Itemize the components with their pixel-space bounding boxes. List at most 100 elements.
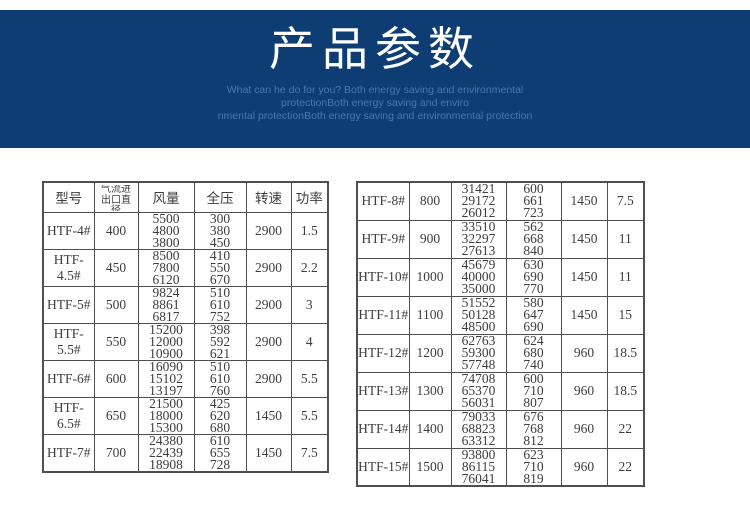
table-row: HTF-5.5# 550 15200 12000 10900 398 592 6… bbox=[42, 322, 329, 361]
header-diameter-text: 气流进 出口直 径 bbox=[101, 185, 131, 212]
airflow-cell: 31421 29172 26012 bbox=[450, 181, 507, 221]
diameter-cell: 550 bbox=[93, 322, 139, 361]
power-cell: 7.5 bbox=[606, 181, 645, 221]
power-cell: 3 bbox=[290, 285, 329, 324]
table-row: HTF-9# 900 33510 32297 27613 562 668 840… bbox=[356, 219, 645, 259]
table-row: HTF-4# 400 5500 4800 3800 300 380 450 29… bbox=[42, 211, 329, 250]
airflow-cell: 74708 65370 56031 bbox=[450, 371, 507, 411]
header-airflow: 风量 bbox=[137, 181, 195, 213]
pressure-cell: 300 380 450 bbox=[193, 211, 247, 250]
pressure-cell: 676 768 812 bbox=[505, 409, 562, 449]
header-speed: 转速 bbox=[245, 181, 292, 213]
power-cell: 5.5 bbox=[290, 396, 329, 435]
table-row: HTF-7# 700 24380 22439 18908 610 655 728… bbox=[42, 433, 329, 472]
speed-cell: 2900 bbox=[245, 248, 292, 287]
diameter-cell: 400 bbox=[93, 211, 139, 250]
power-cell: 22 bbox=[606, 447, 645, 487]
diameter-cell: 1300 bbox=[408, 371, 452, 411]
airflow-cell: 5500 4800 3800 bbox=[137, 211, 195, 250]
diameter-cell: 600 bbox=[93, 359, 139, 398]
speed-cell: 2900 bbox=[245, 322, 292, 361]
speed-cell: 1450 bbox=[560, 181, 608, 221]
pressure-cell: 398 592 621 bbox=[193, 322, 247, 361]
model-cell: HTF-10# bbox=[356, 257, 410, 297]
pressure-cell: 610 655 728 bbox=[193, 433, 247, 472]
table-row: HTF-8# 800 31421 29172 26012 600 661 723… bbox=[356, 181, 645, 221]
diameter-cell: 1500 bbox=[408, 447, 452, 487]
table-row: HTF-10# 1000 45679 40000 35000 630 690 7… bbox=[356, 257, 645, 297]
power-cell: 18.5 bbox=[606, 371, 645, 411]
banner-subtitle: What can he do for you? Both energy savi… bbox=[217, 84, 533, 122]
model-cell: HTF-5.5# bbox=[42, 322, 95, 361]
pressure-cell: 510 610 760 bbox=[193, 359, 247, 398]
header-row: 型号 气流进 出口直 径 风量 全压 转速 功率 bbox=[42, 181, 329, 213]
airflow-cell: 8500 7800 6120 bbox=[137, 248, 195, 287]
speed-cell: 960 bbox=[560, 409, 608, 449]
pressure-cell: 624 680 740 bbox=[505, 333, 562, 373]
pressure-cell: 623 710 819 bbox=[505, 447, 562, 487]
header-power: 功率 bbox=[290, 181, 329, 213]
speed-cell: 2900 bbox=[245, 285, 292, 324]
pressure-cell: 600 661 723 bbox=[505, 181, 562, 221]
pressure-cell: 580 647 690 bbox=[505, 295, 562, 335]
pressure-cell: 425 620 680 bbox=[193, 396, 247, 435]
speed-cell: 2900 bbox=[245, 211, 292, 250]
model-cell: HTF-15# bbox=[356, 447, 410, 487]
power-cell: 22 bbox=[606, 409, 645, 449]
model-cell: HTF-4.5# bbox=[42, 248, 95, 287]
speed-cell: 1450 bbox=[245, 396, 292, 435]
diameter-cell: 1100 bbox=[408, 295, 452, 335]
diameter-cell: 450 bbox=[93, 248, 139, 287]
power-cell: 11 bbox=[606, 257, 645, 297]
table-row: HTF-6.5# 650 21500 18000 15300 425 620 6… bbox=[42, 396, 329, 435]
power-cell: 4 bbox=[290, 322, 329, 361]
model-cell: HTF-5# bbox=[42, 285, 95, 324]
speed-cell: 960 bbox=[560, 371, 608, 411]
speed-cell: 2900 bbox=[245, 359, 292, 398]
table-row: HTF-6# 600 16090 15102 13197 510 610 760… bbox=[42, 359, 329, 398]
table-row: HTF-15# 1500 93800 86115 76041 623 710 8… bbox=[356, 447, 645, 487]
airflow-cell: 79033 68823 63312 bbox=[450, 409, 507, 449]
diameter-cell: 1400 bbox=[408, 409, 452, 449]
model-cell: HTF-9# bbox=[356, 219, 410, 259]
pressure-cell: 410 550 670 bbox=[193, 248, 247, 287]
airflow-cell: 16090 15102 13197 bbox=[137, 359, 195, 398]
power-cell: 7.5 bbox=[290, 433, 329, 472]
power-cell: 15 bbox=[606, 295, 645, 335]
airflow-cell: 62763 59300 57748 bbox=[450, 333, 507, 373]
diameter-cell: 900 bbox=[408, 219, 452, 259]
speed-cell: 1450 bbox=[560, 295, 608, 335]
power-cell: 18.5 bbox=[606, 333, 645, 373]
airflow-cell: 15200 12000 10900 bbox=[137, 322, 195, 361]
model-cell: HTF-6# bbox=[42, 359, 95, 398]
table-row: HTF-5# 500 9824 8861 6817 510 610 752 29… bbox=[42, 285, 329, 324]
table-row: HTF-11# 1100 51552 50128 48500 580 647 6… bbox=[356, 295, 645, 335]
speed-cell: 960 bbox=[560, 447, 608, 487]
speed-cell: 1450 bbox=[560, 257, 608, 297]
airflow-cell: 21500 18000 15300 bbox=[137, 396, 195, 435]
model-cell: HTF-4# bbox=[42, 211, 95, 250]
pressure-cell: 562 668 840 bbox=[505, 219, 562, 259]
table-row: HTF-14# 1400 79033 68823 63312 676 768 8… bbox=[356, 409, 645, 449]
power-cell: 5.5 bbox=[290, 359, 329, 398]
airflow-cell: 24380 22439 18908 bbox=[137, 433, 195, 472]
table-row: HTF-4.5# 450 8500 7800 6120 410 550 670 … bbox=[42, 248, 329, 287]
header-pressure: 全压 bbox=[193, 181, 247, 213]
speed-cell: 1450 bbox=[560, 219, 608, 259]
diameter-cell: 700 bbox=[93, 433, 139, 472]
product-parameters-banner: 产品参数 What can he do for you? Both energy… bbox=[0, 10, 750, 148]
header-model: 型号 bbox=[42, 181, 95, 213]
power-cell: 1.5 bbox=[290, 211, 329, 250]
spec-table-right: HTF-8# 800 31421 29172 26012 600 661 723… bbox=[356, 181, 645, 487]
model-cell: HTF-7# bbox=[42, 433, 95, 472]
model-cell: HTF-11# bbox=[356, 295, 410, 335]
airflow-cell: 9824 8861 6817 bbox=[137, 285, 195, 324]
model-cell: HTF-13# bbox=[356, 371, 410, 411]
airflow-cell: 93800 86115 76041 bbox=[450, 447, 507, 487]
speed-cell: 960 bbox=[560, 333, 608, 373]
spec-table-left: 型号 气流进 出口直 径 风量 全压 转速 功率 HTF-4# 400 5500… bbox=[42, 181, 329, 473]
pressure-cell: 600 710 807 bbox=[505, 371, 562, 411]
model-cell: HTF-6.5# bbox=[42, 396, 95, 435]
model-cell: HTF-8# bbox=[356, 181, 410, 221]
power-cell: 2.2 bbox=[290, 248, 329, 287]
